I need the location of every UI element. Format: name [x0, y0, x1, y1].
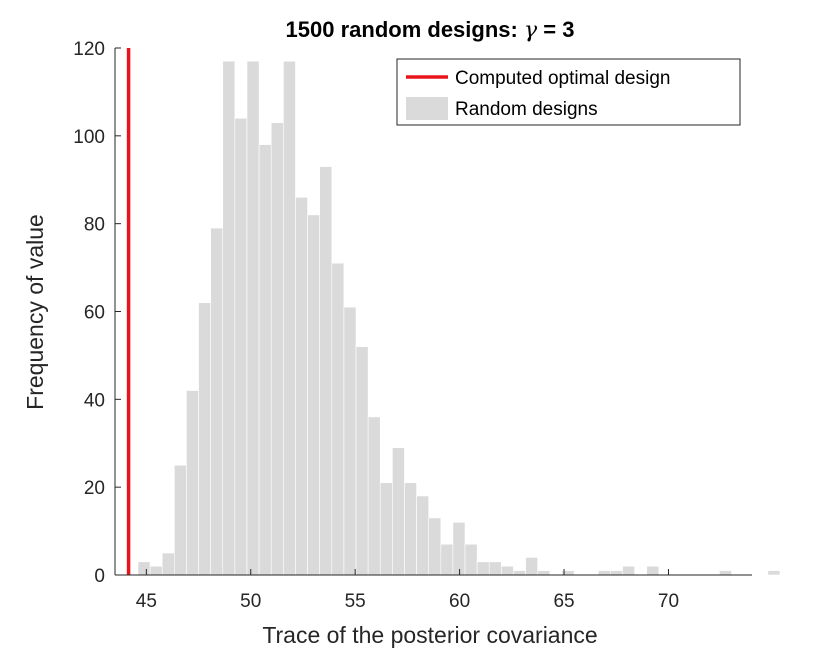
histogram-bar — [198, 302, 211, 576]
histogram-bar — [719, 570, 732, 576]
y-tick-label: 120 — [73, 39, 105, 60]
x-tick-label: 70 — [658, 591, 679, 612]
histogram-bar — [137, 561, 151, 576]
histogram-bar — [343, 306, 357, 576]
histogram-bar — [646, 565, 660, 576]
histogram-bar — [428, 517, 442, 576]
histogram-bar — [222, 60, 236, 576]
x-ticks: 45 50 55 60 65 70 — [136, 569, 679, 612]
histogram-bar — [525, 557, 539, 576]
y-tick-label: 40 — [84, 390, 105, 411]
y-tick-label: 20 — [84, 478, 105, 499]
x-tick-label: 55 — [345, 591, 366, 612]
histogram-bar — [258, 144, 272, 576]
histogram-bar — [379, 482, 393, 576]
histogram-bar — [367, 416, 381, 576]
histogram-bar — [161, 552, 175, 576]
y-tick-label: 80 — [84, 215, 105, 236]
y-tick-label: 100 — [73, 127, 105, 148]
legend-entry-random: Random designs — [455, 99, 598, 120]
legend-box — [396, 58, 741, 126]
x-axis-label: Trace of the posterior covariance — [262, 622, 597, 648]
histogram-bar — [210, 227, 224, 576]
histogram-bar — [537, 570, 551, 576]
histogram-bar — [246, 60, 260, 576]
histogram-bar — [307, 214, 320, 576]
histogram-bar — [464, 543, 478, 576]
histogram-bar — [270, 122, 284, 576]
histogram-bar — [331, 262, 345, 576]
histogram-bar — [767, 570, 781, 576]
x-tick-label: 60 — [449, 591, 470, 612]
histogram-bar — [501, 565, 514, 576]
histogram-bar — [488, 561, 502, 576]
y-tick-label: 0 — [94, 566, 105, 587]
histogram-bar — [355, 346, 369, 576]
histogram-bar — [404, 482, 417, 576]
histogram-bar — [319, 166, 333, 576]
histogram-bar — [476, 561, 490, 576]
histogram-bar — [610, 570, 623, 576]
chart-title: 1500 random designs: γ = 3 — [286, 17, 575, 43]
histogram-bar — [440, 543, 454, 576]
histogram-bar — [452, 521, 466, 576]
histogram-bar — [149, 565, 163, 576]
legend-swatch-random — [406, 97, 448, 120]
histogram-bar — [174, 464, 187, 576]
x-tick-label: 65 — [553, 591, 574, 612]
y-axis-label: Frequency of value — [22, 214, 48, 410]
histogram-bar — [622, 565, 635, 576]
y-tick-label: 60 — [84, 303, 105, 324]
histogram-bar — [392, 447, 405, 576]
x-tick-label: 45 — [136, 591, 157, 612]
histogram-bar — [597, 570, 611, 576]
y-ticks: 0 20 40 60 80 100 120 — [73, 39, 121, 587]
histogram-bar — [513, 570, 526, 576]
histogram-bars — [137, 60, 781, 576]
x-tick-label: 50 — [240, 591, 261, 612]
histogram-bar — [186, 390, 199, 576]
legend-entry-optimal: Computed optimal design — [455, 68, 670, 89]
histogram-bar — [234, 117, 248, 576]
histogram-bar — [416, 495, 429, 576]
histogram-bar — [283, 60, 296, 576]
legend: Computed optimal design Random designs — [396, 58, 741, 126]
histogram-bar — [295, 197, 308, 576]
